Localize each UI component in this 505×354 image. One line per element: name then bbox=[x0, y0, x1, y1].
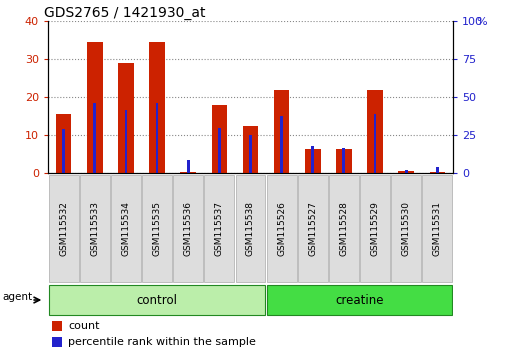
Text: GSM115537: GSM115537 bbox=[215, 201, 223, 256]
Bar bbox=[397, 171, 413, 173]
Bar bbox=[373, 114, 376, 173]
Text: GSM115528: GSM115528 bbox=[339, 201, 348, 256]
Bar bbox=[311, 146, 314, 173]
FancyBboxPatch shape bbox=[235, 175, 265, 282]
Text: GSM115538: GSM115538 bbox=[245, 201, 255, 256]
FancyBboxPatch shape bbox=[111, 175, 140, 282]
Text: control: control bbox=[136, 293, 177, 307]
FancyBboxPatch shape bbox=[297, 175, 327, 282]
FancyBboxPatch shape bbox=[52, 321, 62, 331]
Bar bbox=[273, 90, 289, 173]
Bar bbox=[404, 170, 407, 173]
Bar bbox=[156, 103, 158, 173]
FancyBboxPatch shape bbox=[422, 175, 451, 282]
Bar bbox=[124, 109, 127, 173]
FancyBboxPatch shape bbox=[204, 175, 234, 282]
Bar bbox=[149, 42, 165, 173]
FancyBboxPatch shape bbox=[390, 175, 420, 282]
Bar bbox=[248, 135, 251, 173]
Bar bbox=[335, 149, 351, 173]
Text: GSM115533: GSM115533 bbox=[90, 201, 99, 256]
Text: percentile rank within the sample: percentile rank within the sample bbox=[68, 337, 256, 347]
Bar bbox=[367, 90, 382, 173]
Text: GSM115536: GSM115536 bbox=[183, 201, 192, 256]
FancyBboxPatch shape bbox=[266, 285, 451, 315]
Bar bbox=[62, 129, 65, 173]
FancyBboxPatch shape bbox=[52, 337, 62, 347]
Text: count: count bbox=[68, 321, 99, 331]
Text: creatine: creatine bbox=[334, 293, 383, 307]
Text: GSM115535: GSM115535 bbox=[152, 201, 161, 256]
Text: GSM115534: GSM115534 bbox=[121, 201, 130, 256]
FancyBboxPatch shape bbox=[48, 175, 78, 282]
Text: GSM115531: GSM115531 bbox=[432, 201, 441, 256]
Bar bbox=[280, 116, 282, 173]
Bar bbox=[56, 114, 71, 173]
Bar bbox=[93, 103, 96, 173]
Text: GSM115532: GSM115532 bbox=[59, 201, 68, 256]
FancyBboxPatch shape bbox=[48, 285, 265, 315]
Bar bbox=[305, 149, 320, 173]
FancyBboxPatch shape bbox=[142, 175, 172, 282]
Bar bbox=[429, 172, 444, 173]
Bar bbox=[87, 42, 103, 173]
Bar bbox=[242, 126, 258, 173]
Bar bbox=[186, 160, 189, 173]
Bar bbox=[118, 63, 133, 173]
Bar bbox=[211, 105, 227, 173]
FancyBboxPatch shape bbox=[173, 175, 203, 282]
FancyBboxPatch shape bbox=[80, 175, 110, 282]
Text: GSM115526: GSM115526 bbox=[277, 201, 285, 256]
Bar bbox=[435, 167, 438, 173]
Text: agent: agent bbox=[3, 292, 32, 302]
Text: GSM115530: GSM115530 bbox=[401, 201, 410, 256]
Bar bbox=[342, 148, 344, 173]
Text: GSM115529: GSM115529 bbox=[370, 201, 379, 256]
FancyBboxPatch shape bbox=[266, 175, 296, 282]
Text: GDS2765 / 1421930_at: GDS2765 / 1421930_at bbox=[44, 6, 205, 20]
Bar bbox=[180, 172, 195, 173]
FancyBboxPatch shape bbox=[328, 175, 358, 282]
Text: GSM115527: GSM115527 bbox=[308, 201, 317, 256]
FancyBboxPatch shape bbox=[360, 175, 389, 282]
Y-axis label: %: % bbox=[475, 17, 485, 27]
Bar bbox=[218, 128, 220, 173]
